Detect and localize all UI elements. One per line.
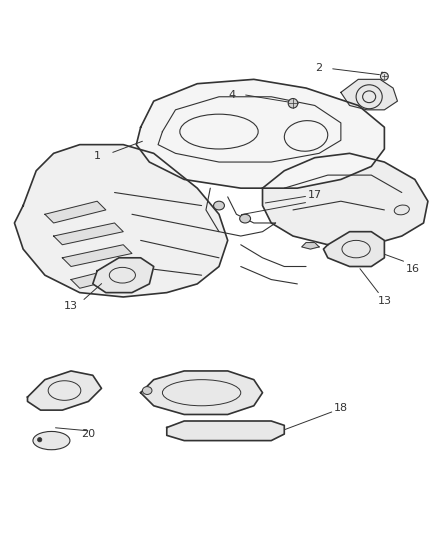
Polygon shape [53, 223, 123, 245]
Ellipse shape [142, 386, 152, 394]
Polygon shape [28, 371, 102, 410]
Polygon shape [93, 258, 154, 293]
Ellipse shape [381, 72, 389, 80]
Text: 1: 1 [94, 150, 101, 160]
Text: 17: 17 [307, 190, 322, 200]
Ellipse shape [33, 431, 70, 450]
Text: 13: 13 [378, 296, 392, 306]
Text: 18: 18 [334, 403, 348, 413]
Polygon shape [45, 201, 106, 223]
Ellipse shape [394, 205, 410, 215]
Text: 2: 2 [315, 63, 323, 74]
Text: 4: 4 [229, 90, 236, 100]
Polygon shape [262, 154, 428, 245]
Polygon shape [71, 266, 132, 288]
Polygon shape [302, 243, 319, 249]
Ellipse shape [38, 438, 42, 442]
Polygon shape [136, 79, 385, 188]
Polygon shape [167, 421, 284, 441]
Text: 13: 13 [64, 301, 78, 311]
Polygon shape [14, 144, 228, 297]
Polygon shape [141, 371, 262, 415]
Ellipse shape [214, 201, 224, 210]
Text: 16: 16 [406, 264, 420, 273]
Polygon shape [62, 245, 132, 266]
Ellipse shape [240, 214, 251, 223]
Ellipse shape [288, 99, 298, 108]
Text: 20: 20 [81, 429, 95, 439]
Polygon shape [341, 79, 397, 110]
Polygon shape [323, 232, 385, 266]
